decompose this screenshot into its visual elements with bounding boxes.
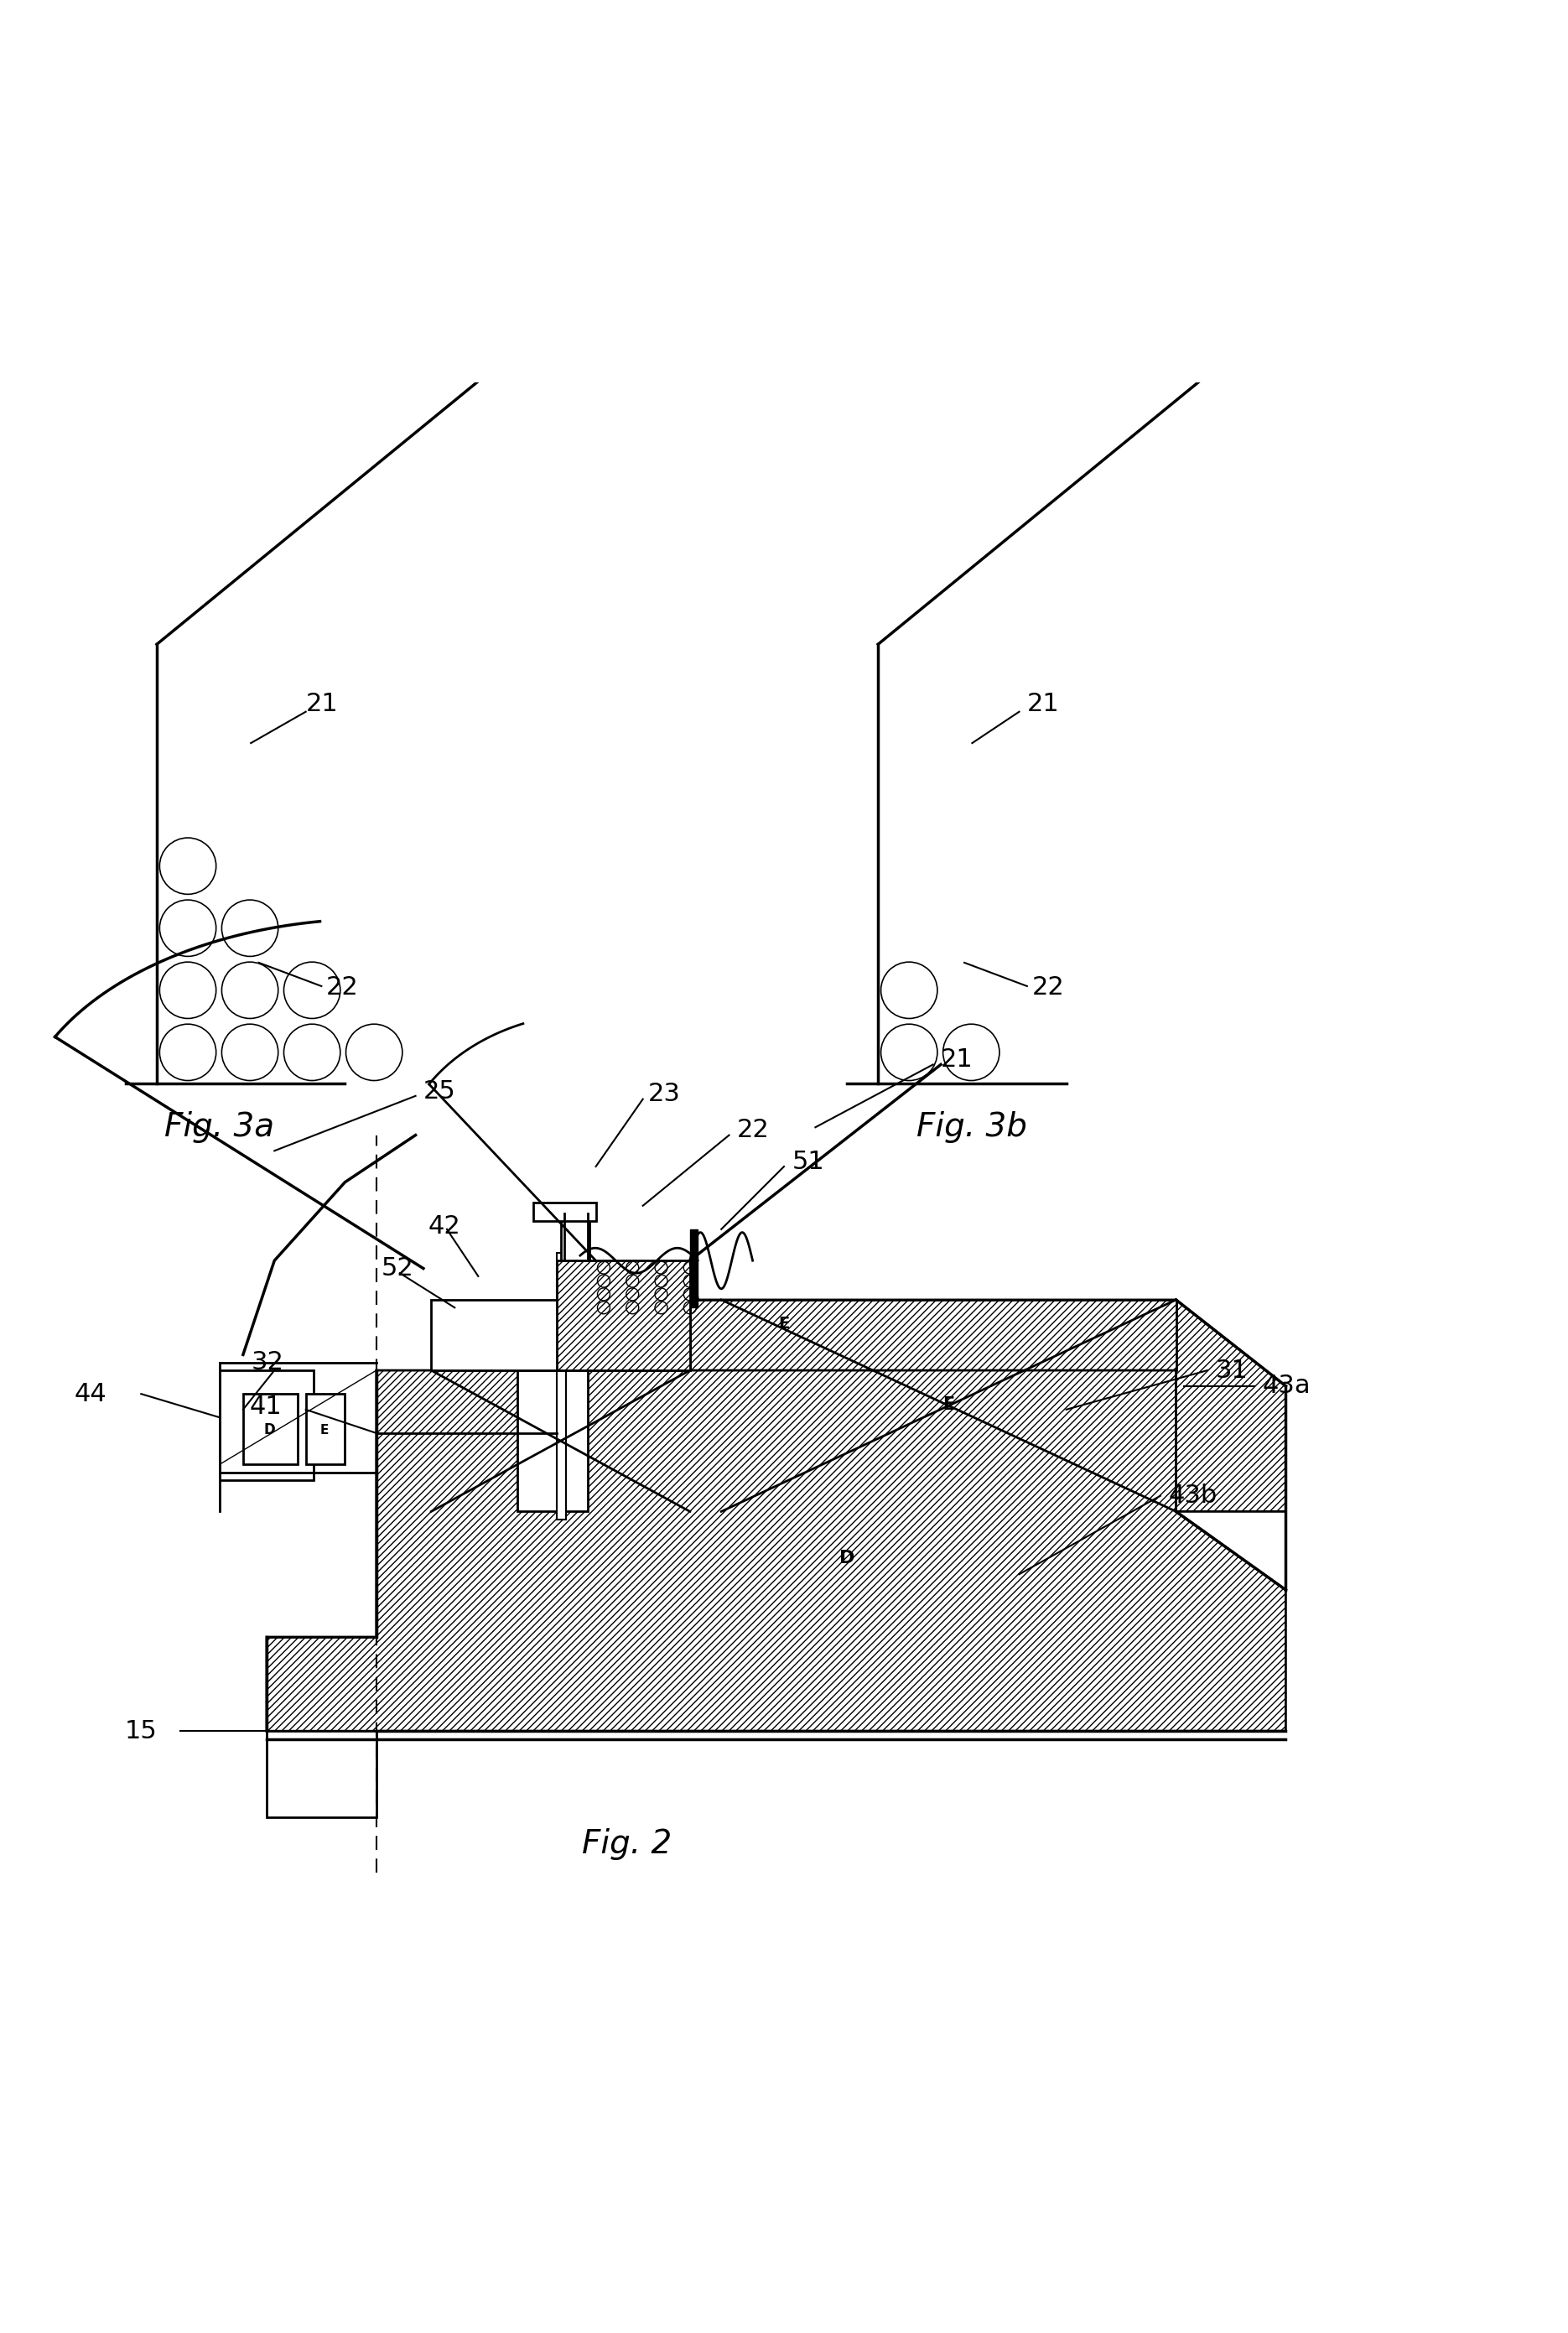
Text: 31: 31	[1215, 1358, 1248, 1383]
Text: 23: 23	[648, 1083, 681, 1106]
Text: 21: 21	[306, 691, 339, 716]
Text: E: E	[320, 1423, 329, 1437]
Text: Fig. 2: Fig. 2	[582, 1829, 673, 1859]
Polygon shape	[690, 1299, 1286, 1512]
Bar	[561, 1213, 590, 1260]
Bar	[306, 1393, 345, 1465]
Text: E: E	[942, 1397, 955, 1414]
Text: 42: 42	[428, 1213, 461, 1239]
Text: E: E	[778, 1316, 790, 1332]
Text: 41: 41	[249, 1395, 282, 1418]
Text: 21: 21	[941, 1048, 974, 1073]
Text: 32: 32	[251, 1351, 284, 1374]
Bar	[220, 1369, 314, 1479]
Text: 51: 51	[792, 1150, 825, 1173]
Text: 22: 22	[737, 1118, 770, 1143]
Text: 52: 52	[381, 1255, 414, 1281]
Bar	[533, 1201, 596, 1222]
Text: 43a: 43a	[1262, 1374, 1311, 1397]
Text: 25: 25	[423, 1080, 456, 1104]
Text: 22: 22	[1032, 975, 1065, 1001]
Bar	[243, 1393, 298, 1465]
Text: Fig. 3b: Fig. 3b	[917, 1111, 1027, 1143]
Text: 44: 44	[74, 1381, 107, 1407]
Text: 22: 22	[326, 975, 359, 1001]
Text: 15: 15	[124, 1719, 157, 1743]
Polygon shape	[690, 1299, 1176, 1369]
Bar	[267, 1731, 376, 1817]
Bar	[690, 1229, 698, 1306]
Bar	[431, 1299, 690, 1369]
Text: D: D	[263, 1423, 276, 1437]
Bar	[557, 1253, 566, 1519]
Text: Fig. 3a: Fig. 3a	[165, 1111, 274, 1143]
Text: 43b: 43b	[1168, 1484, 1217, 1507]
Polygon shape	[557, 1260, 690, 1369]
Polygon shape	[267, 1369, 1286, 1731]
Text: D: D	[839, 1549, 855, 1568]
Bar	[517, 1369, 588, 1512]
Text: 21: 21	[1027, 691, 1060, 716]
